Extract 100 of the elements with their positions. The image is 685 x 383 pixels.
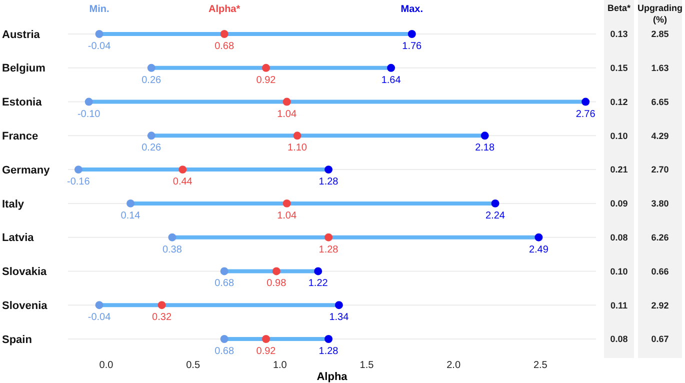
point [324, 335, 333, 343]
data-label: -0.04 [88, 312, 112, 324]
text: 3.80 [651, 198, 669, 209]
y-tick-label: Latvia [2, 232, 35, 244]
point [262, 335, 270, 343]
x-tick-label: 2.5 [533, 360, 548, 371]
text: 2.85 [651, 29, 669, 40]
data-label: 0.68 [214, 41, 234, 52]
data-label: 2.18 [475, 142, 496, 154]
data-label: 0.26 [142, 142, 162, 154]
point [220, 30, 228, 38]
point [74, 166, 82, 174]
point [387, 64, 396, 72]
point [272, 267, 280, 276]
x-tick-label: 2.0 [446, 360, 461, 371]
text: 0.08 [610, 232, 628, 242]
data-label: 1.10 [288, 142, 308, 154]
point [147, 64, 156, 72]
data-label: 1.28 [318, 176, 339, 188]
x-tick-label: 0.0 [99, 360, 114, 371]
data-label: 1.04 [277, 108, 298, 120]
y-tick-label: Spain [2, 334, 32, 346]
data-label: -0.10 [77, 108, 101, 120]
text: Alpha* [208, 4, 240, 15]
point [491, 199, 500, 208]
text: 0.66 [651, 266, 669, 276]
text: 0.15 [610, 63, 628, 74]
text: Upgrading (%) [638, 3, 682, 24]
point [334, 301, 343, 310]
point [220, 335, 228, 343]
data-label: 0.14 [120, 210, 141, 222]
point [220, 267, 228, 276]
point [314, 267, 322, 276]
point [480, 132, 489, 140]
point [282, 199, 291, 208]
point [147, 132, 156, 140]
point [126, 199, 135, 208]
point [178, 166, 187, 174]
data-label: 0.68 [214, 346, 234, 357]
data-label: 2.49 [528, 244, 549, 256]
x-tick-label: 0.5 [186, 360, 200, 371]
data-label: 0.38 [162, 244, 182, 256]
data-label: 0.68 [214, 278, 234, 290]
data-label: 1.64 [381, 74, 402, 86]
data-label: 0.32 [152, 312, 172, 324]
y-tick-label: France [2, 130, 38, 143]
point [95, 30, 104, 38]
text: 0.67 [651, 334, 669, 344]
text: 0.21 [610, 164, 628, 175]
x-axis-title: Alpha [316, 371, 348, 383]
series-label: Min. [89, 4, 110, 15]
point [95, 301, 104, 310]
x-tick-label: 1.0 [272, 360, 288, 371]
point [324, 166, 333, 174]
series-label: Max. [400, 4, 424, 15]
text: 0.12 [610, 96, 628, 107]
point [293, 132, 302, 140]
point [282, 98, 291, 106]
text: 6.26 [651, 232, 669, 242]
data-label: 0.92 [256, 346, 276, 357]
data-label: 2.24 [486, 210, 506, 222]
text: 0.13 [610, 29, 628, 40]
data-label: 1.28 [318, 346, 339, 357]
point [534, 233, 543, 242]
y-tick-label: Germany [2, 164, 51, 176]
text: 0.09 [610, 198, 628, 209]
data-label: 1.76 [402, 41, 422, 52]
y-tick-label: Italy [2, 198, 25, 210]
data-label: 1.04 [277, 210, 298, 222]
data-label: 0.98 [266, 278, 287, 290]
point [262, 64, 270, 72]
point [582, 98, 590, 106]
text: 4.29 [651, 130, 669, 141]
y-tick-label: Slovakia [2, 266, 48, 278]
data-label: 2.76 [576, 108, 596, 120]
point [408, 30, 416, 38]
data-label: 0.44 [172, 176, 193, 188]
point [84, 98, 93, 106]
text: 0.08 [610, 334, 628, 344]
text: 0.10 [610, 130, 628, 141]
point [324, 233, 333, 242]
text: 2.70 [651, 164, 669, 175]
text: 0.11 [610, 300, 628, 310]
point [168, 233, 176, 242]
text: Beta* [607, 3, 631, 13]
data-label: -0.16 [67, 176, 90, 188]
data-label: 1.34 [329, 312, 350, 324]
data-label: 1.28 [318, 244, 339, 256]
text: 6.65 [651, 96, 669, 107]
text: 2.92 [651, 300, 669, 310]
text: 0.10 [610, 266, 628, 276]
y-tick-label: Belgium [2, 62, 46, 75]
data-label: 0.26 [142, 74, 162, 86]
y-tick-label: Estonia [2, 96, 43, 109]
data-label: -0.04 [88, 41, 112, 52]
y-tick-label: Austria [2, 28, 41, 41]
x-tick-label: 1.5 [360, 360, 374, 371]
y-tick-label: Slovenia [2, 300, 48, 312]
data-label: 1.22 [308, 278, 328, 290]
data-label: 0.92 [256, 74, 276, 86]
